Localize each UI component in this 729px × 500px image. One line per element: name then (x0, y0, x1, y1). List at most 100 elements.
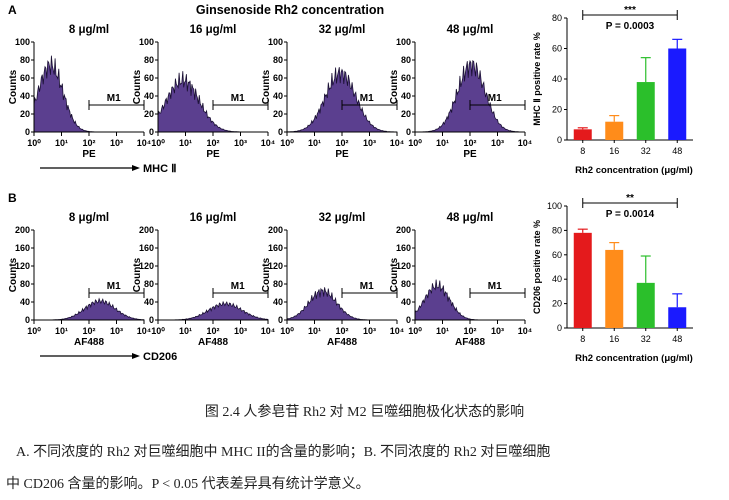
histogram-x-tick-label: 10⁰ (280, 326, 294, 336)
histogram-y-tick-label: 80 (273, 55, 283, 65)
histogram-x-label: PE (82, 149, 96, 160)
bar-y-tick-label: 40 (552, 74, 562, 84)
histogram-area (34, 297, 145, 321)
histogram-y-tick-label: 80 (144, 279, 154, 289)
histogram-x-tick-label: 10¹ (436, 138, 449, 148)
bar-y-tick-label: 100 (547, 201, 562, 211)
histogram-x-tick-label: 10⁴ (518, 326, 532, 336)
significance-stars: ** (626, 193, 634, 204)
histogram-area (414, 279, 525, 321)
panel-label-A: A (8, 3, 17, 17)
histogram-y-tick-label: 120 (268, 261, 283, 271)
histogram-x-tick-label: 10⁰ (27, 326, 41, 336)
histogram-x-tick-label: 10² (463, 138, 476, 148)
bar-x-tick-label: 8 (580, 334, 585, 344)
histogram-y-tick-label: 40 (144, 91, 154, 101)
histogram-y-tick-label: 20 (20, 109, 30, 119)
bar-x-tick-label: 48 (672, 146, 682, 156)
histogram-y-tick-label: 80 (144, 55, 154, 65)
histogram-y-label: Counts (132, 69, 143, 104)
histogram-x-tick-label: 10¹ (55, 138, 68, 148)
histogram-y-tick-label: 120 (396, 261, 411, 271)
histogram-x-tick-label: 10³ (363, 138, 376, 148)
histogram-area (158, 300, 269, 321)
histogram-y-tick-label: 40 (273, 297, 283, 307)
histogram-x-tick-label: 10¹ (179, 326, 192, 336)
histogram-x-tick-label: 10¹ (308, 138, 321, 148)
histogram-y-tick-label: 20 (273, 109, 283, 119)
histogram-x-tick-label: 10¹ (179, 138, 192, 148)
bar-x-label: Rh2 concentration (μg/ml) (575, 165, 693, 176)
gate-label: M1 (107, 93, 121, 104)
panel-label-B: B (8, 191, 17, 205)
figure-canvas: Ginsenoside Rh2 concentration A 8 μg/ml 0 20… (8, 3, 693, 364)
histogram-x-label: PE (335, 149, 349, 160)
histogram-y-tick-label: 40 (273, 91, 283, 101)
histogram-y-tick-label: 120 (15, 261, 30, 271)
histogram-y-tick-label: 80 (20, 279, 30, 289)
histogram-y-tick-label: 60 (273, 73, 283, 83)
bar-x-tick-label: 32 (641, 334, 651, 344)
histogram-x-tick-label: 10⁰ (408, 138, 422, 148)
histogram-x-tick-label: 10² (82, 326, 95, 336)
gate-label: M1 (488, 281, 502, 292)
histogram-y-tick-label: 0 (25, 127, 30, 137)
caption-line-2: 中 CD206 含量的影响。P < 0.05 代表差异具有统计学意义。 (6, 477, 370, 492)
histogram-x-label: PE (463, 149, 477, 160)
histogram-y-label: Counts (8, 257, 19, 292)
histogram-y-tick-label: 60 (20, 73, 30, 83)
histogram-x-tick-label: 10³ (363, 326, 376, 336)
histogram-x-label: PE (206, 149, 220, 160)
histogram-x-tick-label: 10² (206, 138, 219, 148)
bar-y-tick-label: 60 (552, 250, 562, 260)
histogram-y-tick-label: 80 (401, 279, 411, 289)
histogram-x-tick-label: 10³ (110, 326, 123, 336)
histogram-y-tick-label: 100 (268, 37, 283, 47)
histogram-x-tick-label: 10⁴ (137, 326, 151, 336)
histogram-y-label: Counts (389, 257, 400, 292)
gate-label: M1 (488, 93, 502, 104)
histogram-x-tick-label: 10¹ (436, 326, 449, 336)
histogram-title: 32 μg/ml (319, 24, 366, 36)
bar-y-label: CD206 positive rate % (532, 220, 542, 314)
histogram-y-tick-label: 40 (401, 297, 411, 307)
histogram-y-tick-label: 100 (139, 37, 154, 47)
bar-y-tick-label: 80 (552, 225, 562, 235)
histogram-y-tick-label: 0 (278, 127, 283, 137)
histogram-y-tick-label: 40 (20, 91, 30, 101)
histogram-x-tick-label: 10⁴ (390, 138, 404, 148)
bar-x-tick-label: 8 (580, 146, 585, 156)
bar-32 (636, 282, 655, 328)
bar-8 (573, 129, 592, 140)
histogram-y-tick-label: 80 (273, 279, 283, 289)
histogram-x-tick-label: 10² (335, 326, 348, 336)
histogram-area (33, 55, 144, 133)
bar-y-label: MHC Ⅱ positive rate % (532, 32, 542, 125)
bar-x-label: Rh2 concentration (μg/ml) (575, 353, 693, 364)
histogram-y-tick-label: 60 (401, 73, 411, 83)
histogram-x-label: AF488 (455, 337, 485, 348)
histogram-title: 48 μg/ml (447, 212, 494, 224)
histogram-title: 48 μg/ml (447, 24, 494, 36)
bar-x-tick-label: 48 (672, 334, 682, 344)
histogram-y-tick-label: 80 (20, 55, 30, 65)
histogram-x-tick-label: 10⁴ (390, 326, 404, 336)
histogram-x-tick-label: 10³ (234, 138, 247, 148)
histogram-y-label: Counts (8, 69, 19, 104)
histogram-y-tick-label: 0 (278, 315, 283, 325)
histogram-x-tick-label: 10³ (110, 138, 123, 148)
marker-arrow-head (132, 165, 140, 171)
histogram-x-label: AF488 (327, 337, 357, 348)
histogram-x-tick-label: 10⁴ (518, 138, 532, 148)
bar-x-tick-label: 32 (641, 146, 651, 156)
bar-y-tick-label: 20 (552, 105, 562, 115)
histogram-y-tick-label: 100 (15, 37, 30, 47)
bar-y-tick-label: 0 (557, 323, 562, 333)
histogram-x-tick-label: 10⁴ (137, 138, 151, 148)
gate-label: M1 (231, 93, 245, 104)
histogram-y-tick-label: 40 (401, 91, 411, 101)
bar-y-tick-label: 40 (552, 274, 562, 284)
histogram-y-tick-label: 120 (139, 261, 154, 271)
histogram-x-tick-label: 10² (335, 138, 348, 148)
bar-16 (605, 121, 624, 140)
